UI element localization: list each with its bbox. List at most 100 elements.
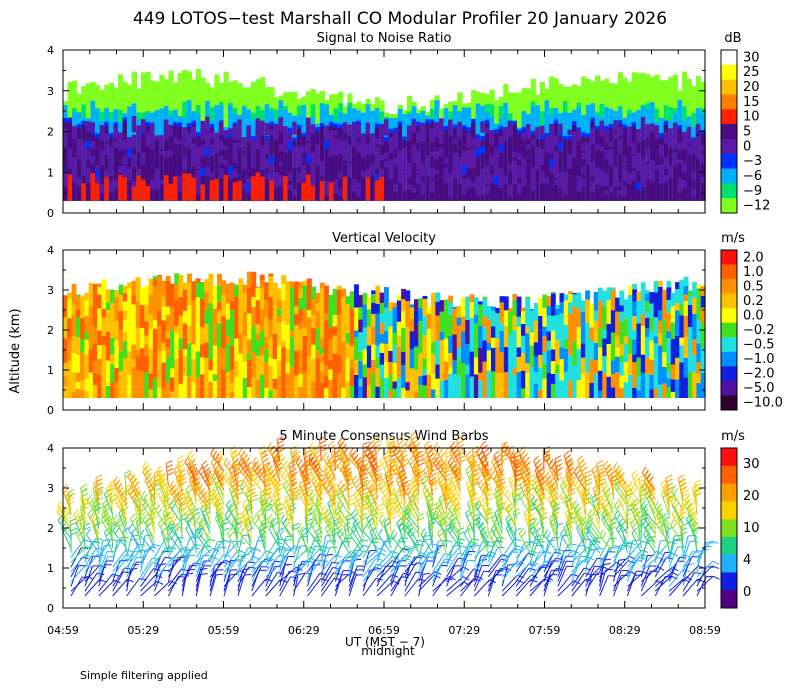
wind-barb (601, 505, 614, 525)
wind-barb (515, 550, 531, 568)
wind-barb (654, 571, 673, 587)
wind-barb (682, 536, 689, 558)
colorbar-label: 15 (743, 95, 760, 110)
wind-barb (668, 554, 684, 573)
colorbar-label: 0.2 (743, 294, 764, 309)
wind-barb (404, 578, 419, 597)
y-tick-label: 3 (47, 85, 54, 98)
wind-barb (320, 562, 333, 582)
wind-barb (70, 564, 87, 582)
wind-barb (75, 522, 86, 544)
wind-barb (668, 540, 675, 563)
wind-barb (154, 538, 166, 558)
wind-barb (320, 567, 334, 587)
wind-barb (460, 551, 470, 573)
wind-barb (599, 575, 609, 597)
wind-barb (628, 486, 642, 506)
wind-barb (307, 565, 314, 587)
colorbar-label: 4 (743, 553, 751, 568)
wind-barb (460, 578, 475, 597)
colorbar-swatch (721, 590, 737, 609)
wind-barb (599, 545, 614, 563)
wind-barb (334, 541, 343, 563)
wind-barb (463, 533, 475, 554)
wind-barb (641, 580, 658, 597)
wind-barb (161, 531, 169, 553)
colorbar-label: 30 (743, 457, 760, 472)
wind-barb (209, 547, 220, 568)
wind-barb (627, 557, 639, 578)
wind-barb (637, 526, 642, 549)
wind-barb (557, 573, 573, 592)
wind-barb (501, 562, 515, 582)
wind-barb (543, 568, 557, 587)
wind-barb (209, 554, 225, 573)
wind-barb (627, 571, 645, 587)
wind-barb (654, 552, 666, 573)
wind-barb (265, 561, 275, 582)
wind-barb (237, 574, 245, 597)
wind-barb (432, 561, 444, 582)
wind-barb (487, 547, 499, 568)
wind-barb (668, 576, 687, 592)
wind-barb (376, 560, 393, 578)
wind-barb (98, 551, 108, 573)
wind-barb (320, 577, 335, 597)
wind-barb (501, 548, 515, 568)
wind-barb (265, 579, 281, 597)
colorbar-label: −12 (743, 199, 770, 214)
wind-barb (376, 556, 393, 573)
wind-barb (586, 529, 601, 549)
wind-barb (268, 528, 281, 549)
wind-barb (378, 534, 392, 554)
colorbar-swatch (721, 183, 737, 199)
wind-barb (631, 532, 642, 554)
x-tick-label: 08:59 (689, 624, 721, 637)
wind-barb (432, 540, 439, 563)
wind-barb (181, 536, 191, 558)
wind-barb (251, 556, 269, 573)
wind-barb (167, 573, 183, 592)
wind-barb (668, 569, 684, 587)
wind-barb (279, 564, 286, 587)
wind-barb (585, 565, 602, 582)
colorbar-swatch (721, 198, 737, 214)
y-tick-label: 0 (47, 602, 54, 615)
wind-barb (376, 574, 392, 592)
colorbar-label: −3 (743, 154, 762, 169)
wind-barb (334, 555, 351, 573)
colorbar-label: −1.0 (743, 352, 775, 367)
wind-barb (185, 528, 197, 549)
wind-barb (209, 570, 218, 592)
y-axis-label: Altitude (km) (8, 308, 23, 393)
y-tick-label: 3 (47, 482, 54, 495)
wind-barb (460, 543, 474, 563)
wind-barb (223, 555, 240, 573)
wind-barb (237, 535, 243, 558)
wind-barb (488, 566, 506, 582)
wind-barb (571, 556, 589, 573)
wind-barb (320, 572, 334, 592)
wind-barb (140, 580, 158, 597)
colorbar-label: −2.0 (743, 367, 775, 382)
footer-note: Simple filtering applied (80, 669, 208, 682)
y-tick-label: 1 (47, 364, 54, 377)
wind-barb (557, 561, 567, 582)
x-tick-label: 04:59 (47, 624, 79, 637)
wind-barb (362, 567, 376, 587)
wind-barb (195, 555, 204, 577)
wind-barb (98, 539, 112, 558)
y-tick-label: 2 (47, 126, 54, 139)
wind-barb (515, 541, 532, 558)
colorbar-label: 20 (743, 80, 760, 95)
y-tick-label: 0 (47, 207, 54, 220)
wind-barb (154, 580, 171, 597)
colorbar-swatch (721, 279, 737, 294)
wind-barb (476, 519, 489, 539)
wind-barb (613, 570, 630, 587)
wind-barb (640, 536, 650, 558)
wind-barb (126, 561, 137, 582)
wind-barb (571, 556, 581, 577)
colorbar-unit: m/s (721, 231, 745, 246)
x-axis-label: UT (MST − 7) (345, 635, 425, 649)
